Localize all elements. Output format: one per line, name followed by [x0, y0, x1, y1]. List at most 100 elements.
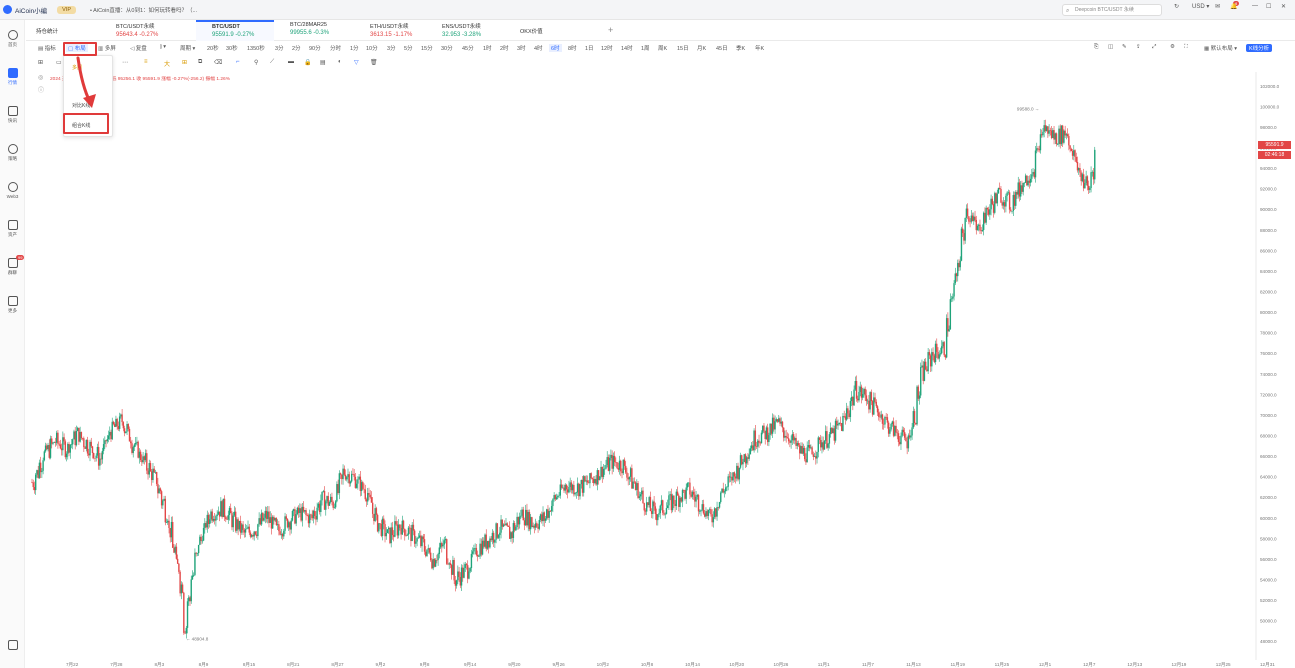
- period-3m-a[interactable]: 3分: [275, 46, 284, 52]
- sidebar-item-web3[interactable]: Web3: [0, 182, 25, 199]
- rect-tool-icon[interactable]: ▭: [56, 60, 62, 66]
- currency-select[interactable]: USD ▾: [1192, 4, 1210, 10]
- period-90m[interactable]: 90分: [309, 46, 321, 52]
- chart-type-button[interactable]: ⫾ ▾: [160, 44, 167, 50]
- period-30m[interactable]: 30分: [441, 46, 453, 52]
- period-timeshare[interactable]: 分时: [330, 46, 342, 52]
- search-input[interactable]: ⌕ Deepcoin BTC/USDT 永续: [1062, 4, 1162, 16]
- measure-tool-icon[interactable]: ⟋: [270, 59, 275, 65]
- layout-button[interactable]: ▢ 布局: [66, 44, 88, 52]
- candlestick-chart[interactable]: 102000.0100000.098000.096000.094000.0920…: [26, 72, 1295, 668]
- vip-badge[interactable]: VIP: [57, 5, 77, 14]
- refresh-icon[interactable]: ↻: [1174, 4, 1180, 10]
- sidebar-bottom-icon[interactable]: [0, 640, 25, 652]
- copy-tool-icon[interactable]: ⧉: [198, 59, 203, 65]
- period-1h[interactable]: 1时: [483, 46, 492, 52]
- default-layout-button[interactable]: ▦ 默认布局 ▾: [1204, 46, 1238, 52]
- k-analysis-button[interactable]: K线分析: [1246, 44, 1273, 52]
- period-6h[interactable]: 6时: [549, 44, 562, 52]
- menu-item-compare-k[interactable]: 对比K线: [72, 103, 91, 109]
- screenshot-icon[interactable]: ⎘: [1094, 44, 1099, 50]
- period-2h[interactable]: 2时: [500, 46, 509, 52]
- link-tool-icon[interactable]: ⚲: [254, 60, 259, 66]
- eraser-tool-icon[interactable]: ⌫: [214, 60, 223, 66]
- sidebar-item-home[interactable]: 首页: [0, 30, 25, 48]
- period-8h[interactable]: 8时: [568, 46, 577, 52]
- sidebar-item-news[interactable]: 快讯: [0, 106, 25, 124]
- sidebar-item-market[interactable]: 行情: [0, 68, 25, 86]
- candle-up: [546, 509, 548, 519]
- app-logo[interactable]: AiCoin小编: [3, 5, 47, 15]
- sidebar-item-chat[interactable]: 99 群聊: [7, 255, 25, 275]
- magnet-tool-icon[interactable]: ⌐: [236, 59, 240, 65]
- info-icon[interactable]: ⓘ: [38, 88, 45, 94]
- menu-item-multi-chart[interactable]: 多图: [72, 65, 83, 71]
- period-week-k[interactable]: 周K: [658, 46, 668, 52]
- period-1w[interactable]: 1周: [641, 46, 650, 52]
- tab-okx-value[interactable]: OKX价值: [520, 29, 543, 35]
- replay-button[interactable]: ◁ 复盘: [130, 46, 147, 52]
- sidebar-item-more[interactable]: 更多: [0, 296, 25, 314]
- candle-up: [438, 547, 441, 555]
- legend-toggle-icon[interactable]: ◎: [38, 75, 44, 81]
- period-45d[interactable]: 45日: [716, 46, 728, 52]
- menu-item-combined-k[interactable]: 组合K线: [72, 123, 91, 129]
- bell-icon[interactable]: 🔔: [1230, 4, 1238, 10]
- settings-icon[interactable]: ⚙: [1170, 44, 1175, 50]
- period-3m-b[interactable]: 3分: [387, 46, 396, 52]
- promo-text[interactable]: • AiCoin直播：从0到1：如何玩转看吗？（...: [90, 7, 198, 14]
- tab-btc-28mar25[interactable]: BTC/28MAR25 99955.6 -0.3%: [290, 22, 330, 36]
- period-1m[interactable]: 1分: [350, 46, 359, 52]
- crosshair-icon[interactable]: ⊞: [38, 60, 44, 66]
- tab-btc-usdt-perp[interactable]: BTC/USDT永续 95643.4 -0.27%: [116, 24, 159, 38]
- filter-tool-icon[interactable]: ▽: [354, 60, 359, 66]
- period-15m[interactable]: 15分: [421, 46, 433, 52]
- tab-btc-usdt[interactable]: BTC/USDT 95591.9 -0.27%: [196, 20, 274, 41]
- share-icon[interactable]: ⇪: [1136, 44, 1141, 50]
- add-tab-icon[interactable]: +: [608, 25, 614, 35]
- multi-screen-button[interactable]: ▥ 多屏: [98, 46, 116, 52]
- fib-tool-icon[interactable]: ≡: [144, 59, 148, 65]
- period-45m[interactable]: 45分: [462, 46, 474, 52]
- period-30s[interactable]: 30秒: [226, 46, 238, 52]
- period-1350s[interactable]: 1350秒: [247, 46, 265, 52]
- camera-icon[interactable]: ◫: [1108, 44, 1114, 50]
- period-14h[interactable]: 14时: [621, 46, 633, 52]
- eye-tool-icon[interactable]: ◐: [338, 59, 342, 65]
- sidebar-item-assets[interactable]: 资产: [0, 220, 25, 238]
- maximize-icon[interactable]: ☐: [1266, 4, 1272, 10]
- period-quarter-k[interactable]: 季K: [736, 46, 746, 52]
- period-1d[interactable]: 1日: [585, 46, 594, 52]
- note-tool-icon[interactable]: ▤: [320, 60, 326, 66]
- period-20s[interactable]: 20秒: [207, 46, 219, 52]
- period-12h[interactable]: 12时: [601, 46, 613, 52]
- pen-icon[interactable]: ✎: [1122, 44, 1127, 50]
- period-button[interactable]: 周期 ▾: [180, 46, 196, 52]
- fullscreen-icon[interactable]: ⤢: [1152, 44, 1157, 50]
- more-tools-icon[interactable]: ⋯: [122, 60, 128, 66]
- big-tool-icon[interactable]: 大: [164, 62, 171, 68]
- message-icon[interactable]: ✉: [1215, 4, 1221, 10]
- period-2m[interactable]: 2分: [292, 46, 301, 52]
- tab-ens-usdt-perp[interactable]: ENS/USDT永续 32.953 -3.28%: [442, 24, 482, 38]
- trash-icon[interactable]: 🗑: [370, 60, 378, 66]
- period-month-k[interactable]: 月K: [697, 46, 707, 52]
- candle-down: [33, 487, 36, 491]
- minimize-icon[interactable]: —: [1252, 3, 1258, 9]
- expand-icon[interactable]: ⛶: [1184, 44, 1188, 50]
- candle-up: [699, 511, 701, 512]
- tab-eth-usdt-perp[interactable]: ETH/USDT永续 3613.15 -1.17%: [370, 24, 413, 38]
- indicator-button[interactable]: ▤ 指标: [38, 46, 56, 52]
- lock-tool-icon[interactable]: 🔒: [304, 60, 312, 66]
- period-3h[interactable]: 3时: [517, 46, 526, 52]
- period-10m[interactable]: 10分: [366, 46, 378, 52]
- sidebar-item-strategy[interactable]: 策略: [0, 144, 25, 162]
- close-icon[interactable]: ✕: [1281, 4, 1287, 10]
- ruler-tool-icon[interactable]: ▬: [288, 59, 294, 65]
- period-year-k[interactable]: 年K: [755, 46, 765, 52]
- period-5m[interactable]: 5分: [404, 46, 413, 52]
- period-15d[interactable]: 15日: [677, 46, 689, 52]
- grid-tool-icon[interactable]: ⊞: [182, 60, 188, 66]
- period-4h[interactable]: 4时: [534, 46, 543, 52]
- tab-position-stats[interactable]: 持仓统计: [36, 29, 59, 35]
